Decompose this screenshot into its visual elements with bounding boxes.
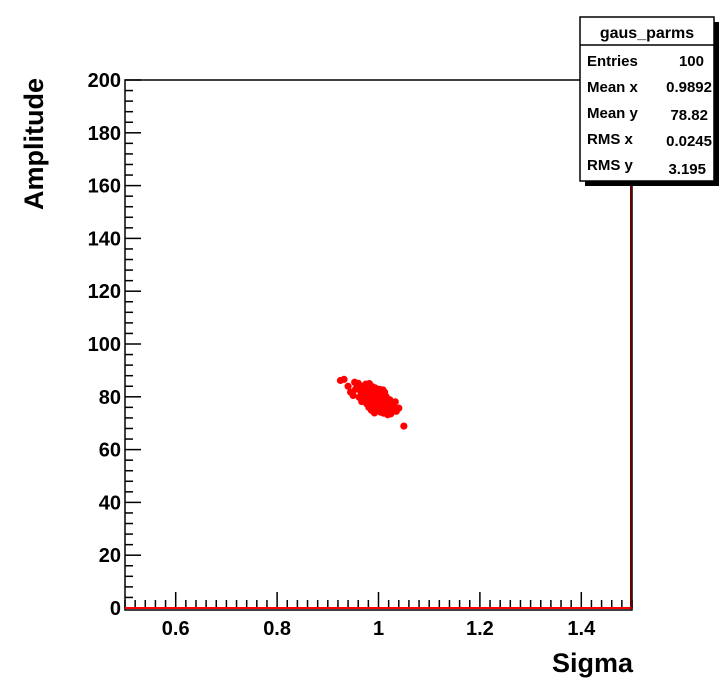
scatter-point: [340, 375, 348, 383]
stats-row-label: Entries: [587, 53, 638, 70]
stats-row-label: RMS y: [587, 157, 634, 174]
scatter-point: [372, 404, 380, 412]
y-tick-label: 200: [88, 70, 121, 92]
scatter-point: [375, 385, 384, 394]
stats-row-value: 100: [679, 53, 704, 70]
x-tick-label: 1.4: [567, 618, 596, 640]
stats-row-label: Mean y: [587, 105, 639, 122]
y-tick-label: 180: [88, 123, 121, 145]
scatter-points: [336, 375, 408, 430]
stats-row-value: 0.9892: [666, 79, 712, 96]
y-tick-label: 160: [88, 176, 121, 198]
y-tick-label: 0: [110, 598, 121, 620]
y-tick-label: 80: [99, 387, 121, 409]
scatter-point: [360, 382, 368, 390]
scatter-point: [386, 399, 394, 407]
scatter-point: [358, 397, 366, 406]
stats-box: gaus_parms Entries 100 Mean x 0.9892 Mea…: [579, 16, 719, 186]
x-tick-label: 0.8: [263, 618, 291, 640]
y-axis-ticks: 0 20 40 60 80 100 120 140 160 180 200: [88, 70, 141, 620]
scatter-point: [351, 378, 359, 386]
x-axis-title: Sigma: [552, 648, 634, 678]
x-tick-label: 1.2: [466, 618, 494, 640]
y-tick-label: 20: [99, 545, 121, 567]
scatter-point: [349, 391, 357, 400]
scatter-point: [384, 411, 392, 419]
stats-row-label: Mean x: [587, 79, 639, 96]
scatter-point: [379, 402, 388, 410]
y-tick-label: 120: [88, 281, 121, 303]
x-axis-ticks: 0.6 0.8 1 1.2 1.4: [124, 592, 633, 640]
x-tick-label: 1: [373, 618, 384, 640]
stats-row-value: 3.195: [668, 161, 706, 178]
x-tick-label: 0.6: [162, 618, 190, 640]
scatter-point: [366, 388, 374, 396]
scatter-point: [344, 382, 352, 390]
y-tick-label: 140: [88, 228, 121, 250]
scatter-point: [400, 422, 408, 430]
stats-row-value: 0.0245: [666, 133, 712, 150]
stats-row-label: RMS x: [587, 131, 634, 148]
plot-frame: [124, 79, 633, 611]
scatter-point: [395, 404, 403, 412]
stats-row-value: 78.82: [670, 107, 708, 124]
y-tick-label: 100: [88, 334, 121, 356]
y-tick-label: 60: [99, 440, 121, 462]
stats-box-title: gaus_parms: [600, 25, 694, 42]
y-tick-label: 40: [99, 492, 121, 514]
y-axis-title: Amplitude: [19, 78, 49, 210]
scatter-point: [365, 403, 373, 411]
